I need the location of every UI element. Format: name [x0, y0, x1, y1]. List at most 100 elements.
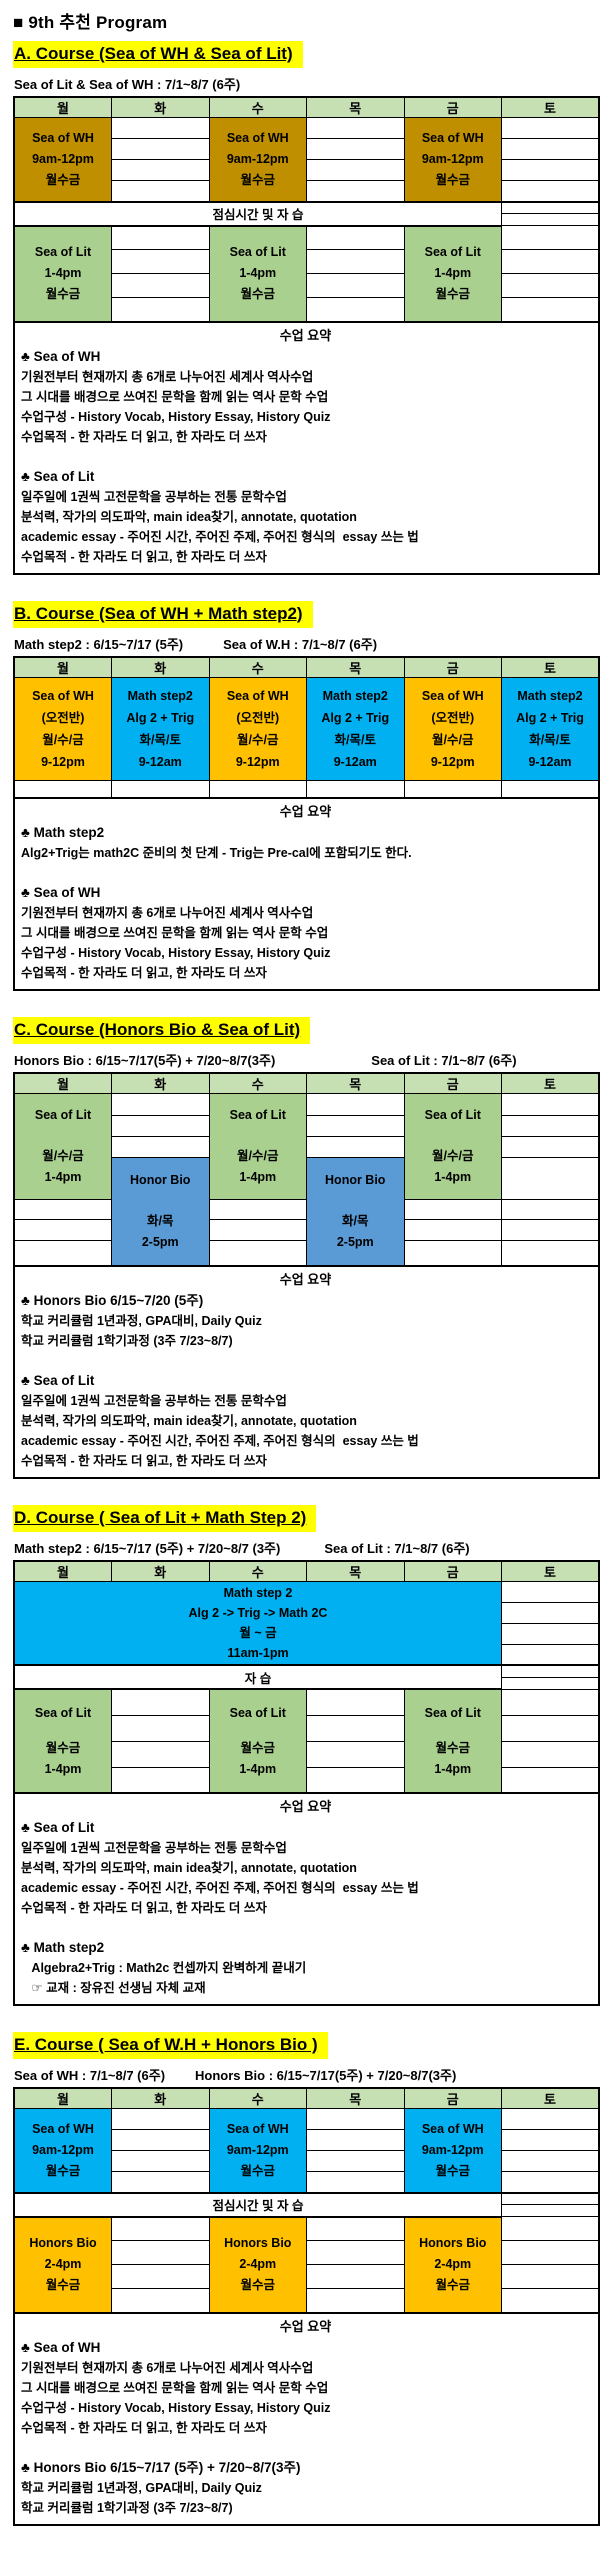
class-days: 월수금 — [240, 1740, 275, 1755]
summary-line: ♣ Sea of WH — [21, 2339, 101, 2355]
empty-slot — [501, 159, 600, 181]
class-name: Sea of WH — [226, 2121, 289, 2136]
summary-line: ♣ Honors Bio 6/15~7/20 (5주) — [21, 1292, 204, 1308]
cell-math-step2-tue: Math step2 Alg 2 + Trig 화/목/토 9-12am — [111, 676, 210, 781]
empty-slot — [306, 2216, 405, 2241]
section-c-dates-lit: Sea of Lit : 7/1~8/7 (6주) — [371, 1053, 517, 1068]
empty-slot — [501, 117, 600, 139]
empty-slot — [208, 1240, 307, 1266]
section-b-dates-math: Math step2 : 6/15~7/17 (5주) — [14, 636, 184, 652]
empty-slot — [13, 1240, 112, 1266]
summary-line: 수업구성 - History Vocab, History Essay, His… — [21, 946, 331, 960]
section-c-schedule-note: Honors Bio : 6/15~7/17(5주) + 7/20~8/7(3주… — [14, 1050, 614, 1068]
class-days: 월수금 — [435, 2163, 470, 2178]
class-time: 2-4pm — [239, 2257, 277, 2271]
empty-slot — [501, 2264, 600, 2289]
summary-box-b: 수업 요약 ♣ Math step2 Alg2+Trig는 math2C 준비의… — [13, 797, 600, 991]
empty-slot — [111, 2216, 210, 2241]
day-header-tue: 화 — [111, 96, 210, 118]
summary-line: 기원전부터 현재까지 총 6개로 나누어진 세계사 역사수업 — [21, 906, 314, 920]
class-time: 9-12pm — [430, 754, 475, 769]
cell-sea-of-wh-wed: Sea of WH 9am-12pm 월수금 — [208, 117, 307, 202]
day-header-row: 월 화 수 목 금 토 — [13, 656, 600, 678]
class-topic: Alg 2 + Trig — [516, 710, 584, 725]
class-time: 2-5pm — [141, 1234, 179, 1249]
empty-slot — [403, 1199, 502, 1220]
cell-sea-of-wh-fri: Sea of WH (오전반) 월/수/금 9-12pm — [403, 676, 502, 781]
summary-line: 그 시대를 배경으로 쓰여진 문학을 함께 읽는 역사 문학 수업 — [21, 389, 329, 404]
spacer — [405, 1724, 501, 1738]
cell-sea-of-lit-mon: Sea of Lit 월/수/금 1-4pm — [13, 1093, 112, 1200]
empty-slot — [306, 2264, 405, 2289]
empty-slot — [306, 138, 405, 160]
class-time: 1-4pm — [239, 1761, 277, 1776]
section-e: E. Course ( Sea of W.H + Honors Bio ) Se… — [0, 2032, 614, 2526]
day-header-sat: 토 — [501, 96, 600, 118]
spacer — [210, 1724, 306, 1738]
day-header-row: 월 화 수 목 금 토 — [13, 96, 600, 118]
summary-title: 수업 요약 — [279, 1271, 332, 1287]
summary-line: ♣ Sea of WH — [21, 348, 101, 364]
empty-slot — [501, 180, 600, 203]
summary-line — [21, 863, 590, 883]
cell-sea-of-lit-wed: Sea of Lit 월/수/금 1-4pm — [208, 1093, 307, 1200]
empty-slot — [501, 1643, 600, 1666]
class-name: Honors Bio — [29, 2236, 97, 2250]
day-header-sat: 토 — [501, 656, 600, 678]
empty-slot — [306, 2150, 405, 2172]
cell-sea-of-lit-wed: Sea of Lit 월수금 1-4pm — [208, 1688, 307, 1794]
summary-line: ♣ Sea of WH — [21, 885, 101, 900]
lunch-row: 점심시간 및 자 습 — [13, 200, 502, 227]
class-days: 월 ~ 금 — [239, 1625, 277, 1640]
empty-slot — [501, 273, 600, 298]
class-time: 1-4pm — [44, 1761, 82, 1776]
empty-slot — [306, 180, 405, 203]
summary-title: 수업 요약 — [279, 2318, 332, 2334]
section-b-schedule-note: Math step2 : 6/15~7/17 (5주) Sea of W.H :… — [14, 634, 614, 652]
section-e-dates-bio: Honors Bio : 6/15~7/17(5주) + 7/20~8/7(3주… — [195, 2068, 457, 2083]
day-header-row: 월 화 수 목 금 토 — [13, 1072, 600, 1094]
empty-slot — [501, 2150, 600, 2172]
empty-slot — [501, 1622, 600, 1645]
class-topic: Alg 2 -> Trig -> Math 2C — [188, 1605, 328, 1620]
empty-slot — [306, 1093, 405, 1116]
cell-honors-bio-wed: Honors Bio 2-4pm 월수금 — [208, 2216, 307, 2313]
day-header-wed: 수 — [208, 656, 307, 678]
section-e-schedule-note: Sea of WH : 7/1~8/7 (6주) Honors Bio : 6/… — [14, 2065, 614, 2083]
summary-line: 분석력, 작가의 의도파악, main idea찾기, annotate, qu… — [21, 1861, 357, 1875]
class-time: 9-12pm — [235, 754, 280, 769]
cell-sea-of-wh-wed: Sea of WH 9am-12pm 월수금 — [208, 2108, 307, 2193]
day-header-thu: 목 — [306, 1072, 405, 1094]
summary-line: 수업목적 - 한 자라도 더 읽고, 한 자라도 더 쓰자 — [21, 966, 267, 980]
class-time: 2-5pm — [336, 1234, 374, 1249]
class-name: Sea of WH — [226, 688, 289, 703]
empty-slot — [111, 2171, 210, 2194]
empty-slot — [306, 779, 405, 799]
empty-slot — [501, 2171, 600, 2194]
empty-slot — [501, 201, 600, 214]
cell-sea-of-lit-mon: Sea of Lit 1-4pm 월수금 — [13, 225, 112, 322]
class-days: 월수금 — [435, 172, 470, 187]
day-header-sat: 토 — [501, 2087, 600, 2109]
class-name: Sea of WH — [32, 130, 94, 145]
class-days: 월/수/금 — [237, 1149, 279, 1163]
schedule-table-c: 월 화 수 목 금 토 Sea of Lit 월/수/금 1-4pm Sea o… — [13, 1072, 600, 1267]
summary-line: ♣ Math step2 — [21, 1940, 105, 1955]
day-header-fri: 금 — [403, 96, 502, 118]
class-time: 1-4pm — [434, 266, 472, 280]
empty-slot — [501, 213, 600, 226]
day-header-tue: 화 — [111, 2087, 210, 2109]
class-name: Math step2 — [517, 688, 583, 703]
class-days: 월수금 — [45, 1740, 81, 1755]
section-a: A. Course (Sea of WH & Sea of Lit) Sea o… — [0, 41, 614, 575]
day-header-thu: 목 — [306, 1560, 405, 1582]
day-header-mon: 월 — [13, 96, 112, 118]
class-days: 월/수/금 — [432, 1149, 474, 1163]
summary-box-d: 수업 요약 ♣ Sea of Lit 일주일에 1권씩 고전문학을 공부하는 전… — [13, 1792, 600, 2006]
empty-slot — [501, 249, 600, 274]
class-time: 9am-12pm — [421, 2142, 484, 2157]
empty-slot — [111, 1740, 210, 1768]
class-name: Math step 2 — [223, 1585, 293, 1600]
section-a-dates: Sea of Lit & Sea of WH : 7/1~8/7 (6주) — [14, 77, 241, 92]
spacer — [405, 1126, 501, 1146]
